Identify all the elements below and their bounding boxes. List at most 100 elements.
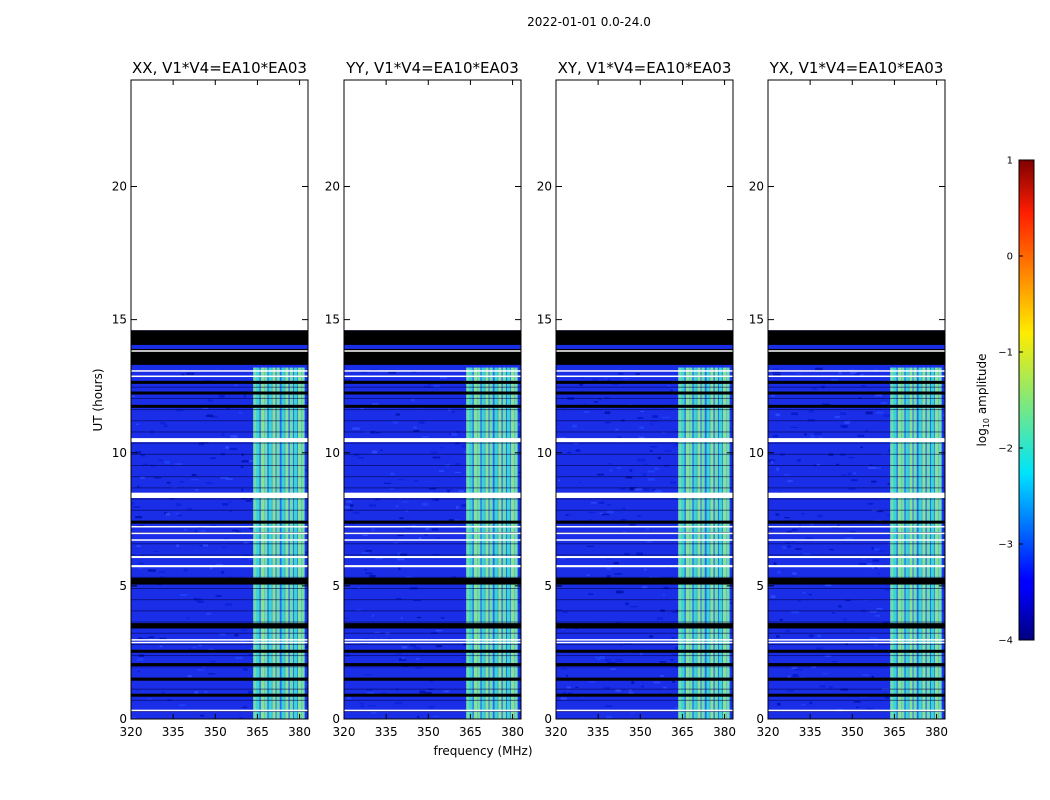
noise-cell [461,504,469,507]
noise-cell [837,524,840,527]
noise-cell [424,691,432,695]
noise-cell [181,373,185,376]
noise-cell [398,567,401,571]
row-line [344,487,521,489]
noise-cell [795,548,802,550]
x-tick-label: 350 [629,725,652,739]
flagged-band [768,577,945,585]
row-line [556,420,733,422]
noise-cell [877,550,885,552]
noise-cell [860,696,868,698]
noise-cell [136,658,144,661]
noise-cell [641,586,648,589]
row-line [344,386,521,388]
noise-cell [210,457,216,460]
noise-cell [219,632,226,636]
gap-line [768,639,945,641]
noise-cell [829,686,833,689]
gap-line [344,641,521,644]
noise-cell [390,472,395,476]
row-line [344,498,521,500]
noise-cell [622,378,630,380]
noise-cell [663,686,667,689]
gap-line [556,709,733,712]
noise-cell [787,675,791,678]
noise-cell [817,634,822,638]
noise-cell [148,636,155,638]
noise-cell [848,487,856,490]
noise-cell [844,537,853,541]
noise-cell [456,505,459,509]
row-line [556,487,733,489]
gap-band [131,565,308,568]
x-tick-label: 335 [162,725,185,739]
noise-cell [193,597,197,601]
noise-cell [241,460,249,463]
row-line [556,431,733,433]
noise-cell [419,690,426,694]
noise-cell [770,595,776,599]
noise-cell [565,674,568,677]
row-line [131,643,308,645]
noise-cell [344,505,350,509]
row-line [131,554,308,556]
row-line [556,621,733,623]
noise-cell [624,552,631,555]
noise-cell [190,479,199,481]
noise-cell [362,534,369,536]
noise-cell [817,514,823,518]
noise-cell [405,526,413,529]
noise-cell [588,511,595,514]
noise-cell [166,481,171,484]
y-tick-label: 0 [332,712,340,726]
noise-cell [305,551,308,554]
y-tick-label: 20 [749,180,764,194]
noise-cell [814,367,823,371]
noise-cell [796,373,801,375]
noise-cell [769,528,773,530]
noise-cell [631,681,635,685]
x-tick-label: 335 [375,725,398,739]
noise-cell [234,634,239,637]
noise-cell [660,674,664,677]
row-line [768,699,945,701]
noise-cell [137,567,144,569]
noise-cell [142,463,149,466]
noise-cell [607,504,612,506]
noise-cell [557,479,561,482]
y-tick-label: 10 [537,446,552,460]
noise-cell [194,530,197,533]
flagged-band [344,623,521,629]
noise-cell [809,522,814,526]
row-line [556,386,733,388]
noise-cell [424,532,428,536]
noise-cell [579,383,583,386]
noise-cell [194,488,199,491]
plot-frame [555,79,734,720]
x-tick-label: 335 [799,725,822,739]
noise-cell [782,546,786,549]
row-line [768,532,945,534]
noise-cell [654,489,662,493]
noise-cell [159,571,166,573]
noise-cell [413,599,422,602]
noise-cell [428,487,437,490]
row-line [556,655,733,657]
noise-cell [208,673,216,675]
noise-cell [365,572,374,575]
noise-cell [198,442,205,446]
x-tick-label: 350 [841,725,864,739]
noise-cell [359,702,364,705]
gap-line [131,641,308,644]
noise-cell [560,697,567,700]
noise-cell [222,503,229,506]
noise-cell [776,702,781,706]
noise-cell [186,508,193,511]
noise-cell [808,634,814,638]
noise-cell [776,467,780,471]
row-line [768,655,945,657]
noise-cell [565,514,569,516]
flagged-line [768,404,945,408]
noise-cell [136,525,145,527]
noise-cell [140,453,145,457]
